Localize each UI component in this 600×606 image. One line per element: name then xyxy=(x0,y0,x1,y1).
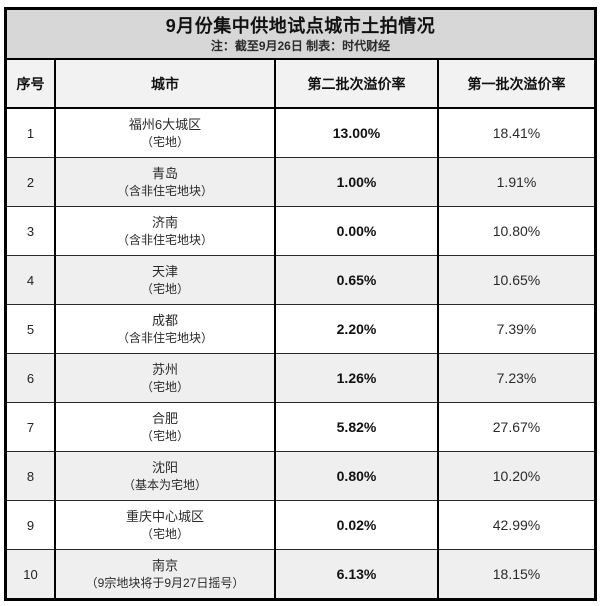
row-no-cell: 2 xyxy=(7,157,55,207)
batch2-cell: 0.65% xyxy=(274,255,438,305)
city-cell: 南京 （9宗地块将于9月27日摇号） xyxy=(54,549,275,598)
city-note: （含非住宅地块） xyxy=(116,330,213,345)
batch1-cell: 7.23% xyxy=(437,353,594,403)
city-name: 南京 xyxy=(151,557,178,573)
batch1-cell: 18.15% xyxy=(437,549,594,598)
city-name: 重庆中心城区 xyxy=(125,508,204,524)
table-row: 4 天津 （宅地） 0.65% 10.65% xyxy=(7,255,594,305)
batch2-cell: 0.02% xyxy=(274,500,438,550)
city-note: （含非住宅地块） xyxy=(116,232,213,247)
city-name: 天津 xyxy=(151,263,178,279)
city-cell: 福州6大城区 （宅地） xyxy=(54,107,275,158)
batch1-cell: 18.41% xyxy=(437,107,594,158)
batch1-cell: 27.67% xyxy=(437,402,594,452)
table-row: 1 福州6大城区 （宅地） 13.00% 18.41% xyxy=(7,107,594,158)
city-name: 福州6大城区 xyxy=(128,116,202,132)
city-name: 济南 xyxy=(151,214,178,230)
table-title: 9月份集中供地试点城市土拍情况 xyxy=(165,16,436,36)
col-header-batch2: 第二批次溢价率 xyxy=(274,60,438,109)
city-cell: 成都 （含非住宅地块） xyxy=(54,304,275,354)
city-cell: 苏州 （宅地） xyxy=(54,353,275,403)
city-note: （含非住宅地块） xyxy=(116,183,213,198)
table-note: 注：截至9月26日 制表：时代财经 xyxy=(210,39,391,53)
batch1-cell: 1.91% xyxy=(437,157,594,207)
col-header-city: 城市 xyxy=(54,60,275,109)
row-no-cell: 3 xyxy=(7,206,55,256)
row-no-cell: 1 xyxy=(7,107,55,158)
city-cell: 天津 （宅地） xyxy=(54,255,275,305)
city-name: 青岛 xyxy=(151,165,178,181)
batch1-cell: 42.99% xyxy=(437,500,594,550)
batch1-cell: 7.39% xyxy=(437,304,594,354)
table-row: 10 南京 （9宗地块将于9月27日摇号） 6.13% 18.15% xyxy=(7,549,594,598)
row-no-cell: 10 xyxy=(7,549,55,598)
batch1-cell: 10.65% xyxy=(437,255,594,305)
city-note: （宅地） xyxy=(140,281,189,296)
city-note: （9宗地块将于9月27日摇号） xyxy=(85,575,245,590)
table-row: 5 成都 （含非住宅地块） 2.20% 7.39% xyxy=(7,304,594,354)
row-no-cell: 9 xyxy=(7,500,55,550)
city-note: （宅地） xyxy=(140,134,189,149)
col-header-no: 序号 xyxy=(7,60,55,109)
table-row: 6 苏州 （宅地） 1.26% 7.23% xyxy=(7,353,594,403)
city-name: 沈阳 xyxy=(151,459,178,475)
row-no-cell: 4 xyxy=(7,255,55,305)
city-cell: 青岛 （含非住宅地块） xyxy=(54,157,275,207)
city-cell: 重庆中心城区 （宅地） xyxy=(54,500,275,550)
city-cell: 济南 （含非住宅地块） xyxy=(54,206,275,256)
table-row: 9 重庆中心城区 （宅地） 0.02% 42.99% xyxy=(7,500,594,550)
city-note: （宅地） xyxy=(140,526,189,541)
table-row: 8 沈阳 （基本为宅地） 0.80% 10.20% xyxy=(7,451,594,501)
batch2-cell: 0.80% xyxy=(274,451,438,501)
city-cell: 沈阳 （基本为宅地） xyxy=(54,451,275,501)
row-no-cell: 6 xyxy=(7,353,55,403)
batch2-cell: 5.82% xyxy=(274,402,438,452)
batch2-cell: 0.00% xyxy=(274,206,438,256)
city-cell: 合肥 （宅地） xyxy=(54,402,275,452)
table-row: 3 济南 （含非住宅地块） 0.00% 10.80% xyxy=(7,206,594,256)
table-row: 2 青岛 （含非住宅地块） 1.00% 1.91% xyxy=(7,157,594,207)
table-body: 1 福州6大城区 （宅地） 13.00% 18.41% 2 青岛 （含非住宅地块… xyxy=(7,107,594,598)
city-name: 苏州 xyxy=(151,361,178,377)
row-no-cell: 7 xyxy=(7,402,55,452)
batch1-cell: 10.80% xyxy=(437,206,594,256)
row-no-cell: 5 xyxy=(7,304,55,354)
city-note: （宅地） xyxy=(140,428,189,443)
table-row: 7 合肥 （宅地） 5.82% 27.67% xyxy=(7,402,594,452)
city-name: 成都 xyxy=(151,312,178,328)
batch2-cell: 1.26% xyxy=(274,353,438,403)
land-auction-table-frame: 9月份集中供地试点城市土拍情况 注：截至9月26日 制表：时代财经 序号 城市 … xyxy=(4,7,597,601)
batch2-cell: 6.13% xyxy=(274,549,438,598)
header-row: 序号 城市 第二批次溢价率 第一批次溢价率 xyxy=(7,60,594,109)
col-header-batch1: 第一批次溢价率 xyxy=(437,60,594,109)
batch2-cell: 1.00% xyxy=(274,157,438,207)
batch2-cell: 2.20% xyxy=(274,304,438,354)
city-note: （宅地） xyxy=(140,379,189,394)
row-no-cell: 8 xyxy=(7,451,55,501)
city-name: 合肥 xyxy=(151,410,178,426)
title-band: 9月份集中供地试点城市土拍情况 注：截至9月26日 制表：时代财经 xyxy=(7,10,594,60)
batch2-cell: 13.00% xyxy=(274,107,438,158)
batch1-cell: 10.20% xyxy=(437,451,594,501)
table-header: 序号 城市 第二批次溢价率 第一批次溢价率 xyxy=(7,60,594,109)
land-auction-table: 序号 城市 第二批次溢价率 第一批次溢价率 1 福州6大城区 （宅地） 13.0… xyxy=(7,60,594,598)
city-note: （基本为宅地） xyxy=(122,477,207,492)
